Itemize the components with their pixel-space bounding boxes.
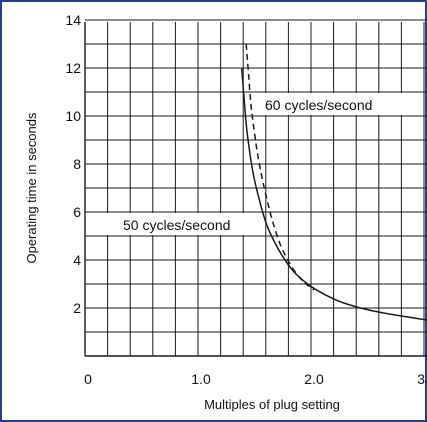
curves: [240, 43, 427, 321]
y-tick-label: 4: [73, 252, 81, 268]
y-axis-title: Operating time in seconds: [24, 112, 39, 264]
series-label-50: 50 cycles/second: [123, 217, 230, 233]
y-tick-label: 12: [65, 60, 81, 76]
series-label-60: 60 cycles/second: [265, 97, 372, 113]
label-box-60: [258, 93, 410, 115]
y-tick-label: 6: [73, 204, 81, 220]
y-tick-label: 2: [73, 300, 81, 316]
series-line-50-cycles: [240, 67, 427, 321]
x-tick-label: 1.0: [191, 371, 211, 387]
x-axis-title: Multiples of plug setting: [204, 397, 340, 412]
y-tick-label: 8: [73, 156, 81, 172]
series-line-60-cycles: [245, 43, 315, 291]
x-tick-label: 0: [84, 371, 92, 387]
tick-labels: 0 1.0 2.0 3.0 2 4 6 8 10 12 14: [65, 12, 427, 387]
y-tick-label: 10: [65, 108, 81, 124]
grid: [84, 19, 427, 357]
x-tick-label: 3.0: [417, 371, 427, 387]
label-box-50: [88, 213, 253, 235]
x-tick-label: 2.0: [304, 371, 324, 387]
y-tick-label: 14: [65, 12, 81, 28]
